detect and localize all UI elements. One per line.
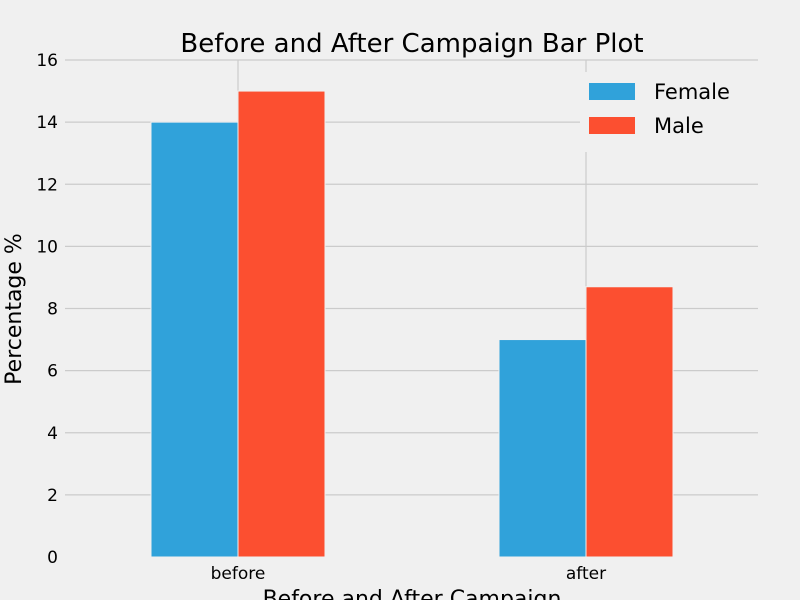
y-tick-label: 2 [47,486,58,506]
legend: Female Male [580,72,758,152]
y-tick-label: 8 [47,300,58,320]
x-axis-label: Before and After Campaign [263,587,562,600]
bar-female-after [498,339,587,558]
y-axis-label: Percentage % [2,233,27,385]
y-tick-label: 10 [36,237,58,257]
ticks-layer: 0 2 4 6 8 10 12 14 16 before after [36,51,606,584]
bars-layer [150,90,674,558]
bar-male-after [585,286,674,558]
bar-male-before [237,90,326,558]
legend-label-male: Male [654,114,704,138]
x-tick-label-after: after [566,564,606,584]
y-tick-label: 14 [36,113,58,133]
y-tick-label: 4 [47,424,58,444]
y-tick-label: 6 [47,362,58,382]
y-tick-label: 12 [36,175,58,195]
y-tick-label: 0 [47,548,58,568]
legend-label-female: Female [654,80,730,104]
chart-title: Before and After Campaign Bar Plot [180,29,643,59]
bar-female-before [150,121,239,558]
legend-swatch-male [589,117,635,134]
x-tick-label-before: before [211,564,266,584]
legend-swatch-female [589,83,635,100]
y-tick-label: 16 [36,51,58,71]
